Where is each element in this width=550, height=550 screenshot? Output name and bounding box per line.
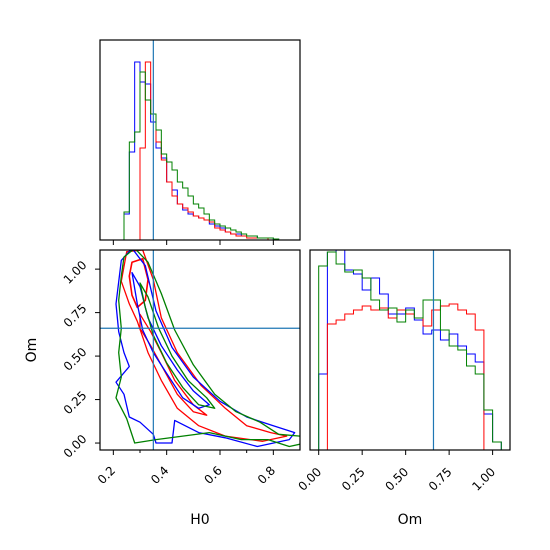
- om-x-tick-label-0: 0.00: [295, 465, 324, 494]
- h0-hist-series-1: [113, 61, 300, 241]
- om-histogram-panel: 0.00 0.25 0.50 0.75 1.00: [295, 249, 511, 494]
- om-hist-frame: [309, 249, 511, 451]
- h0-hist-series-0: [113, 61, 300, 241]
- om-y-tick-label-3: 0.75: [61, 301, 90, 330]
- om-hist-series-1: [318, 303, 502, 451]
- h0-hist-series-2: [113, 71, 300, 241]
- om-y-tick-label-4: 1.00: [61, 258, 90, 287]
- h0-om-contour-panel: 0.2 0.4 0.6 0.8 0.00 0.25 0.50 0.75 1.00: [61, 249, 301, 487]
- om-x-tick-label-4: 1.00: [469, 465, 498, 494]
- contour-frame: [99, 249, 301, 451]
- h0-tick-label-3: 0.8: [255, 463, 278, 486]
- contour-group: [115, 250, 300, 448]
- om-y-tick-label-0: 0.00: [61, 432, 90, 461]
- om-x-tick-label-3: 0.75: [426, 465, 455, 494]
- contour-0: [128, 257, 149, 309]
- h0-histogram-panel: [99, 39, 301, 245]
- h0-tick-label-1: 0.4: [148, 463, 171, 486]
- h0-tick-label-2: 0.6: [201, 463, 224, 486]
- x-axis-label-h0: H0: [190, 512, 209, 528]
- om-y-tick-label-2: 0.50: [61, 345, 90, 374]
- om-y-tick-label-1: 0.25: [61, 388, 90, 417]
- x-axis-label-om: Om: [398, 512, 423, 528]
- contour-3: [115, 250, 296, 448]
- om-x-tick-label-1: 0.25: [339, 465, 368, 494]
- om-x-tick-label-2: 0.50: [382, 465, 411, 494]
- contour-5: [115, 250, 300, 448]
- h0-hist-frame: [99, 39, 301, 241]
- h0-tick-label-0: 0.2: [95, 463, 118, 486]
- om-hist-series-2: [318, 251, 502, 450]
- y-axis-label-om: Om: [24, 338, 40, 363]
- om-hist-series-0: [318, 249, 502, 450]
